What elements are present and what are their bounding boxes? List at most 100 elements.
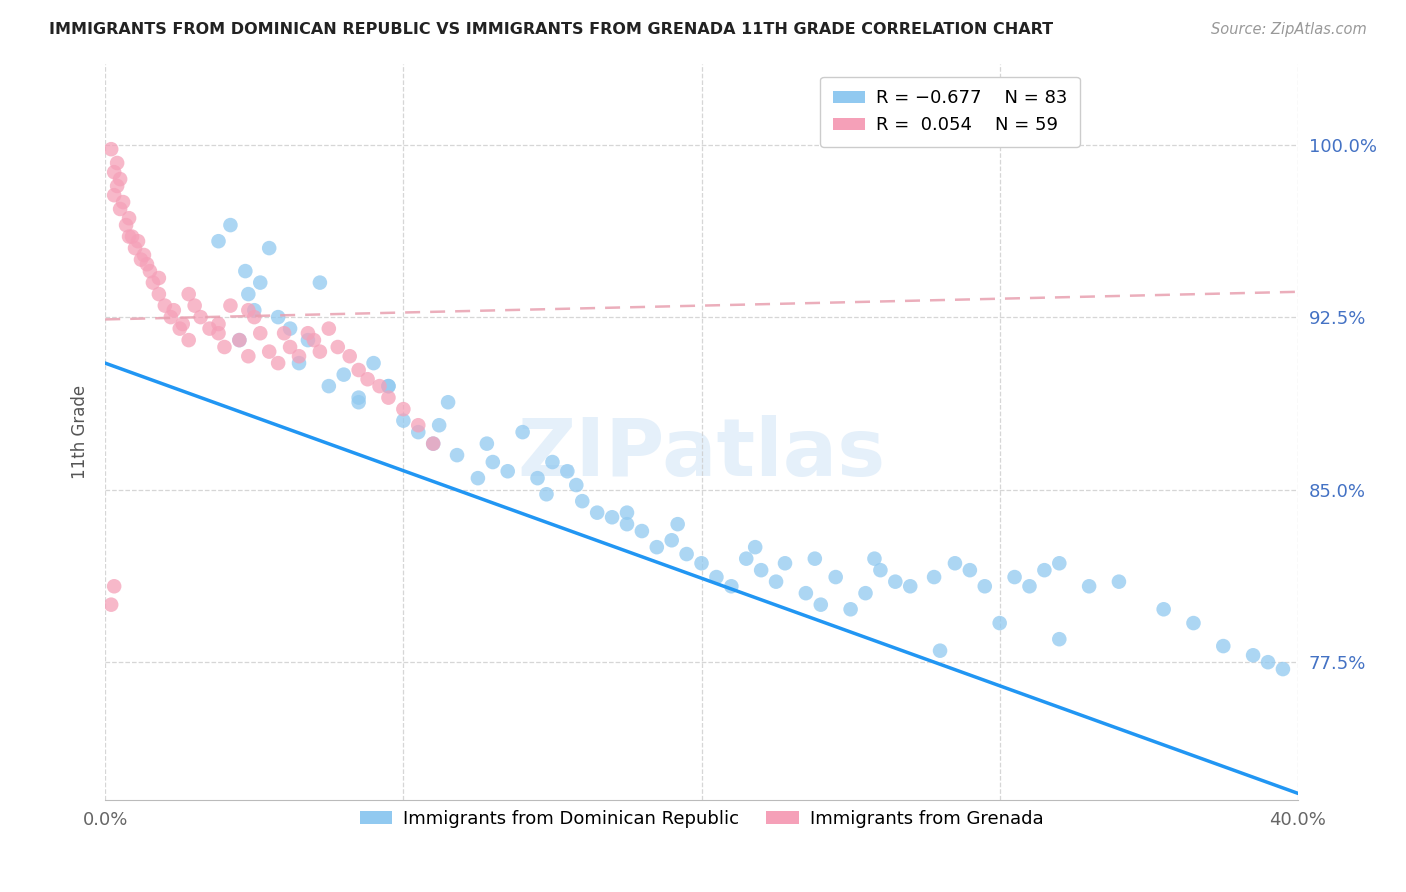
Point xyxy=(600,510,623,524)
Point xyxy=(257,344,280,359)
Point xyxy=(943,556,966,570)
Point xyxy=(1047,556,1070,570)
Point xyxy=(108,172,131,186)
Point xyxy=(243,303,266,318)
Point xyxy=(1078,579,1101,593)
Point xyxy=(288,356,311,370)
Point xyxy=(586,506,609,520)
Point xyxy=(172,317,194,331)
Point xyxy=(207,234,229,248)
Point xyxy=(675,547,697,561)
Point xyxy=(238,303,260,318)
Point xyxy=(1271,662,1294,676)
Point xyxy=(297,326,319,341)
Point xyxy=(177,287,200,301)
Point xyxy=(616,506,638,520)
Point xyxy=(1108,574,1130,589)
Point xyxy=(100,142,122,156)
Point xyxy=(326,340,349,354)
Point xyxy=(339,349,361,363)
Point xyxy=(1153,602,1175,616)
Text: IMMIGRANTS FROM DOMINICAN REPUBLIC VS IMMIGRANTS FROM GRENADA 11TH GRADE CORRELA: IMMIGRANTS FROM DOMINICAN REPUBLIC VS IM… xyxy=(49,22,1053,37)
Point xyxy=(238,287,260,301)
Point xyxy=(100,598,122,612)
Point xyxy=(190,310,212,325)
Point xyxy=(278,340,301,354)
Point xyxy=(103,165,125,179)
Point xyxy=(406,418,429,433)
Point xyxy=(422,436,444,450)
Point xyxy=(139,264,162,278)
Point xyxy=(1047,632,1070,647)
Point xyxy=(1257,655,1279,669)
Point xyxy=(1182,616,1205,631)
Point xyxy=(207,317,229,331)
Point xyxy=(446,448,468,462)
Point xyxy=(297,333,319,347)
Point xyxy=(377,379,399,393)
Point xyxy=(1004,570,1026,584)
Point xyxy=(347,391,370,405)
Point xyxy=(198,321,221,335)
Point xyxy=(219,299,242,313)
Point xyxy=(839,602,862,616)
Point xyxy=(347,363,370,377)
Point xyxy=(810,598,832,612)
Point xyxy=(765,574,787,589)
Point xyxy=(377,379,399,393)
Point xyxy=(257,241,280,255)
Point xyxy=(794,586,817,600)
Point xyxy=(278,321,301,335)
Point xyxy=(103,188,125,202)
Point xyxy=(118,229,141,244)
Y-axis label: 11th Grade: 11th Grade xyxy=(72,385,89,479)
Point xyxy=(884,574,907,589)
Point xyxy=(243,310,266,325)
Point xyxy=(363,356,385,370)
Point xyxy=(804,551,827,566)
Point xyxy=(169,321,191,335)
Point xyxy=(228,333,250,347)
Point xyxy=(115,218,138,232)
Point xyxy=(1241,648,1264,663)
Point xyxy=(233,264,256,278)
Point xyxy=(249,326,271,341)
Point xyxy=(512,425,534,439)
Point xyxy=(422,436,444,450)
Legend: Immigrants from Dominican Republic, Immigrants from Grenada: Immigrants from Dominican Republic, Immi… xyxy=(353,803,1050,836)
Point xyxy=(377,391,399,405)
Point xyxy=(392,414,415,428)
Point xyxy=(127,234,149,248)
Point xyxy=(666,517,689,532)
Point xyxy=(153,299,176,313)
Point xyxy=(690,556,713,570)
Point xyxy=(105,179,128,194)
Point xyxy=(118,211,141,226)
Point xyxy=(183,299,205,313)
Point xyxy=(661,533,683,548)
Point xyxy=(267,356,290,370)
Point xyxy=(631,524,654,538)
Point xyxy=(132,248,155,262)
Point xyxy=(863,551,886,566)
Point xyxy=(1033,563,1056,577)
Point xyxy=(288,349,311,363)
Point xyxy=(249,276,271,290)
Point xyxy=(645,540,668,554)
Point xyxy=(526,471,548,485)
Point xyxy=(219,218,242,232)
Point xyxy=(824,570,846,584)
Point xyxy=(467,471,489,485)
Point xyxy=(148,271,170,285)
Point xyxy=(142,276,165,290)
Point xyxy=(706,570,728,584)
Point xyxy=(988,616,1011,631)
Point xyxy=(406,425,429,439)
Point xyxy=(129,252,152,267)
Point xyxy=(571,494,593,508)
Point xyxy=(616,517,638,532)
Point xyxy=(557,464,579,478)
Point xyxy=(332,368,354,382)
Point xyxy=(368,379,391,393)
Point xyxy=(103,579,125,593)
